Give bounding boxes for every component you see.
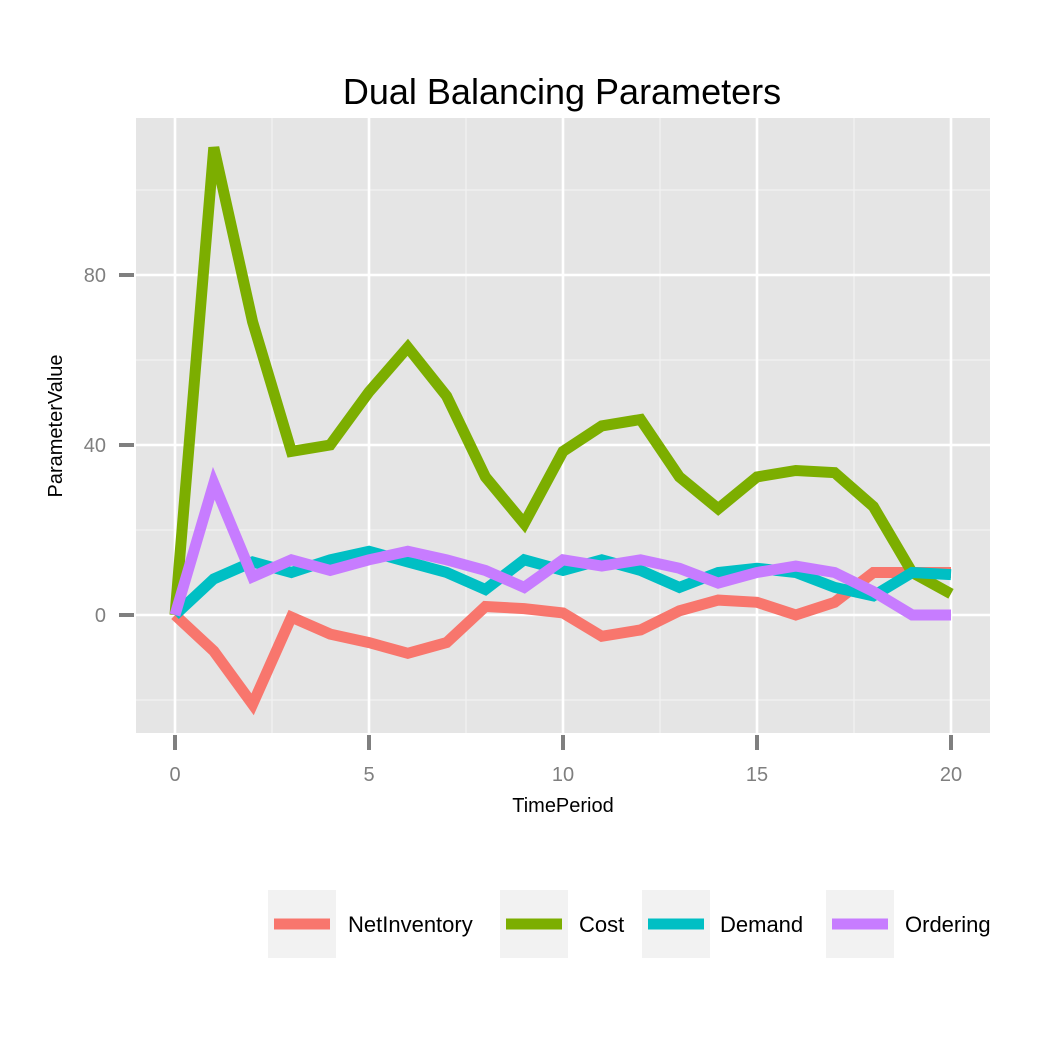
chart-title: Dual Balancing Parameters xyxy=(343,71,781,112)
x-tick-label: 0 xyxy=(169,764,180,786)
x-tick-label: 10 xyxy=(552,764,574,786)
y-tick-label: 80 xyxy=(84,265,106,287)
x-tick-label: 5 xyxy=(363,764,374,786)
series-line-ordering xyxy=(169,466,951,621)
series-line-netinventory xyxy=(171,567,951,716)
series-line-cost xyxy=(169,146,954,616)
y-tick-label: 40 xyxy=(84,435,106,457)
legend-label: Demand xyxy=(720,912,803,937)
y-axis-title: ParameterValue xyxy=(45,354,67,497)
y-axis: 0 40 80 xyxy=(84,265,134,627)
x-axis: 0 5 10 15 20 xyxy=(169,735,962,786)
legend-label: Ordering xyxy=(905,912,991,937)
legend: NetInventory Cost Demand Ordering xyxy=(268,890,991,958)
y-tick-label: 0 xyxy=(95,605,106,627)
x-axis-title: TimePeriod xyxy=(512,795,614,817)
series-lines xyxy=(169,146,954,716)
x-tick-label: 15 xyxy=(746,764,768,786)
legend-label: Cost xyxy=(579,912,624,937)
x-tick-label: 20 xyxy=(940,764,962,786)
legend-label: NetInventory xyxy=(348,912,473,937)
